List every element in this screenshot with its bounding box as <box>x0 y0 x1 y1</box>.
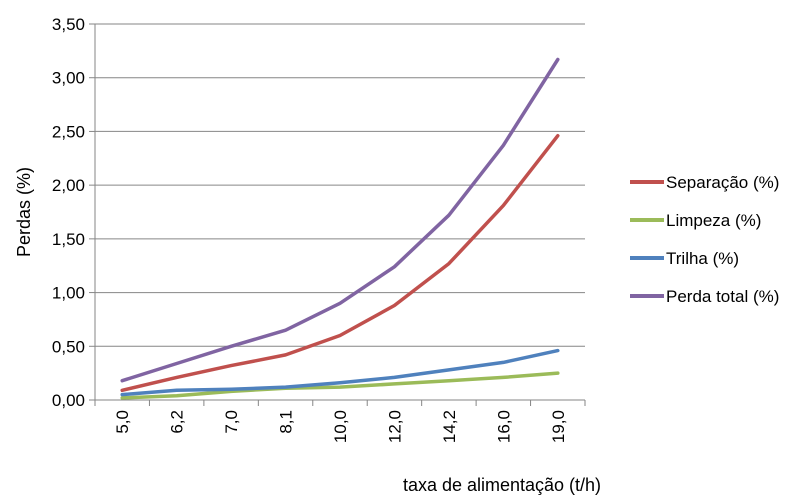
x-tick-label: 8,1 <box>277 410 296 434</box>
axes <box>94 24 585 401</box>
y-tick-label: 3,00 <box>52 69 85 88</box>
series-line-0 <box>120 133 560 393</box>
x-tick-label: 19,0 <box>549 410 568 443</box>
x-tick-label: 14,2 <box>440 410 459 443</box>
y-tick-label: 2,50 <box>52 122 85 141</box>
x-tick-label: 10,0 <box>331 410 350 443</box>
x-axis-title: taxa de alimentação (t/h) <box>403 475 601 495</box>
y-tick-label: 0,00 <box>52 391 85 410</box>
legend-label-3: Perda total (%) <box>666 287 779 306</box>
y-tick-label: 1,50 <box>52 230 85 249</box>
y-axis-ticks: 0,00 0,50 1,00 1,50 2,00 2,50 3,00 3,50 <box>52 15 95 410</box>
y-tick-label: 3,50 <box>52 15 85 34</box>
legend-label-1: Limpeza (%) <box>666 211 761 230</box>
gridlines <box>95 23 585 347</box>
x-tick-label: 16,0 <box>494 410 513 443</box>
legend: Separação (%) Limpeza (%) Trilha (%) Perda … <box>630 173 779 306</box>
x-tick-label: 5,0 <box>113 410 132 434</box>
series-line-1 <box>120 371 560 400</box>
x-tick-label: 6,2 <box>168 410 187 434</box>
y-tick-label: 0,50 <box>52 337 85 356</box>
series-lines <box>120 57 560 400</box>
legend-label-2: Trilha (%) <box>666 249 739 268</box>
series-line-2 <box>120 348 560 397</box>
y-tick-label: 1,00 <box>52 284 85 303</box>
x-tick-label: 12,0 <box>385 410 404 443</box>
y-tick-label: 2,00 <box>52 176 85 195</box>
x-tick-label: 7,0 <box>222 410 241 434</box>
y-axis-title: Perdas (%) <box>14 167 34 257</box>
x-axis-ticks: 5,0 6,2 7,0 8,1 10,0 12,0 14,2 16,0 19,0 <box>94 400 586 443</box>
series-line-3 <box>120 57 560 383</box>
legend-label-0: Separação (%) <box>666 173 779 192</box>
